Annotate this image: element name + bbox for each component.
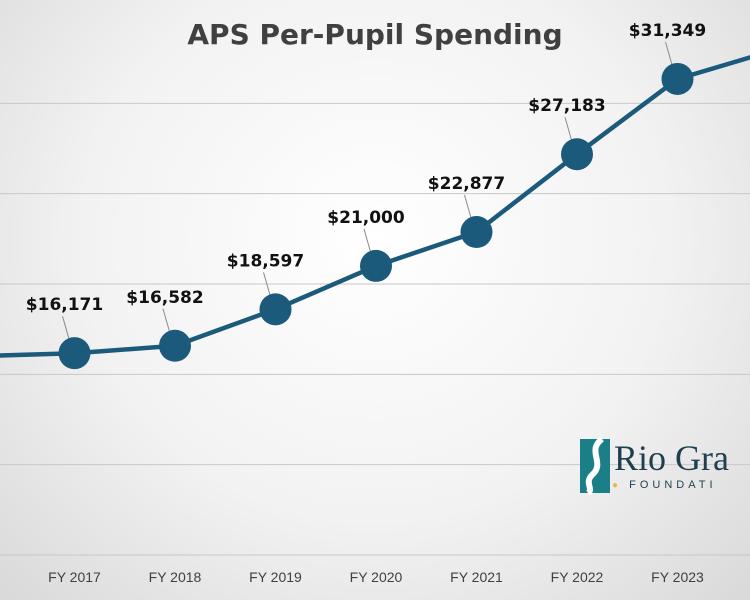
x-tick-label: FY 2022 (551, 569, 604, 585)
chart-title: APS Per-Pupil Spending (187, 18, 563, 51)
x-axis-ticks: FY 2016 FY 2017 FY 2018 FY 2019 FY 2020 FY 20… (0, 569, 704, 585)
x-tick-label: FY 2021 (450, 569, 503, 585)
data-label: $31,349 (629, 21, 706, 41)
data-label: $16,582 (126, 288, 203, 308)
data-labels: $16,171 $16,582 $18,597 $21,000 $22,877 $27,1… (26, 21, 706, 315)
x-tick-label: FY 2020 (350, 569, 403, 585)
data-point (661, 62, 694, 95)
x-tick-label: FY 2018 (149, 569, 202, 585)
data-point (360, 249, 392, 282)
x-tick-label: FY 2023 (651, 569, 704, 585)
river-mark-icon (580, 437, 610, 495)
data-label: $16,171 (26, 295, 103, 315)
logo: Rio Gra ● FOUNDATI (578, 437, 750, 499)
series-line (0, 55, 750, 358)
logo-subtitle-text: FOUNDATI (629, 479, 717, 491)
data-point (561, 138, 593, 171)
data-label: $18,597 (227, 251, 304, 271)
data-point (460, 216, 493, 249)
gridlines (0, 102, 750, 556)
x-tick-label: FY 2016 (0, 569, 1, 585)
data-label: $21,000 (327, 208, 405, 228)
data-label: $27,183 (528, 96, 605, 116)
logo-name: Rio Gra (614, 438, 729, 478)
logo-dot-icon: ● (612, 480, 623, 491)
data-markers (58, 62, 694, 370)
data-point (58, 337, 91, 370)
x-tick-label: FY 2019 (249, 569, 302, 585)
data-label: $22,877 (428, 174, 505, 194)
data-point (159, 329, 191, 362)
data-point (259, 293, 292, 326)
x-tick-label: FY 2017 (48, 569, 101, 585)
logo-subtitle: ● FOUNDATI (612, 479, 717, 491)
